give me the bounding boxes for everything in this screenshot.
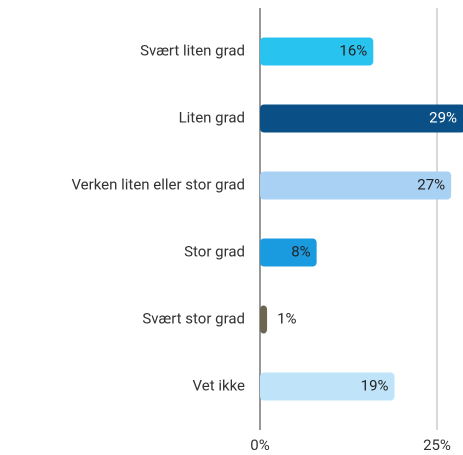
data-label: 8%: [291, 242, 310, 260]
category-label: Svært stor grad: [142, 309, 245, 327]
data-label: 1%: [277, 309, 296, 327]
bar: [260, 305, 268, 334]
data-label: 27%: [417, 175, 445, 193]
category-label: Stor grad: [184, 242, 245, 260]
category-label: Svært liten grad: [140, 41, 245, 59]
bar: [260, 238, 317, 267]
category-label: Vet ikke: [193, 376, 246, 394]
data-label: 29%: [429, 108, 457, 126]
bar: [260, 171, 452, 200]
data-label: 16%: [339, 41, 367, 59]
data-label: 19%: [361, 376, 389, 394]
bar: [260, 104, 463, 133]
category-label: Verken liten eller stor grad: [71, 175, 245, 193]
category-label: Liten grad: [179, 108, 245, 126]
bar: [260, 37, 374, 66]
x-tick-label: 0%: [250, 436, 269, 454]
x-tick-label: 25%: [423, 436, 451, 454]
bar: [260, 372, 395, 401]
